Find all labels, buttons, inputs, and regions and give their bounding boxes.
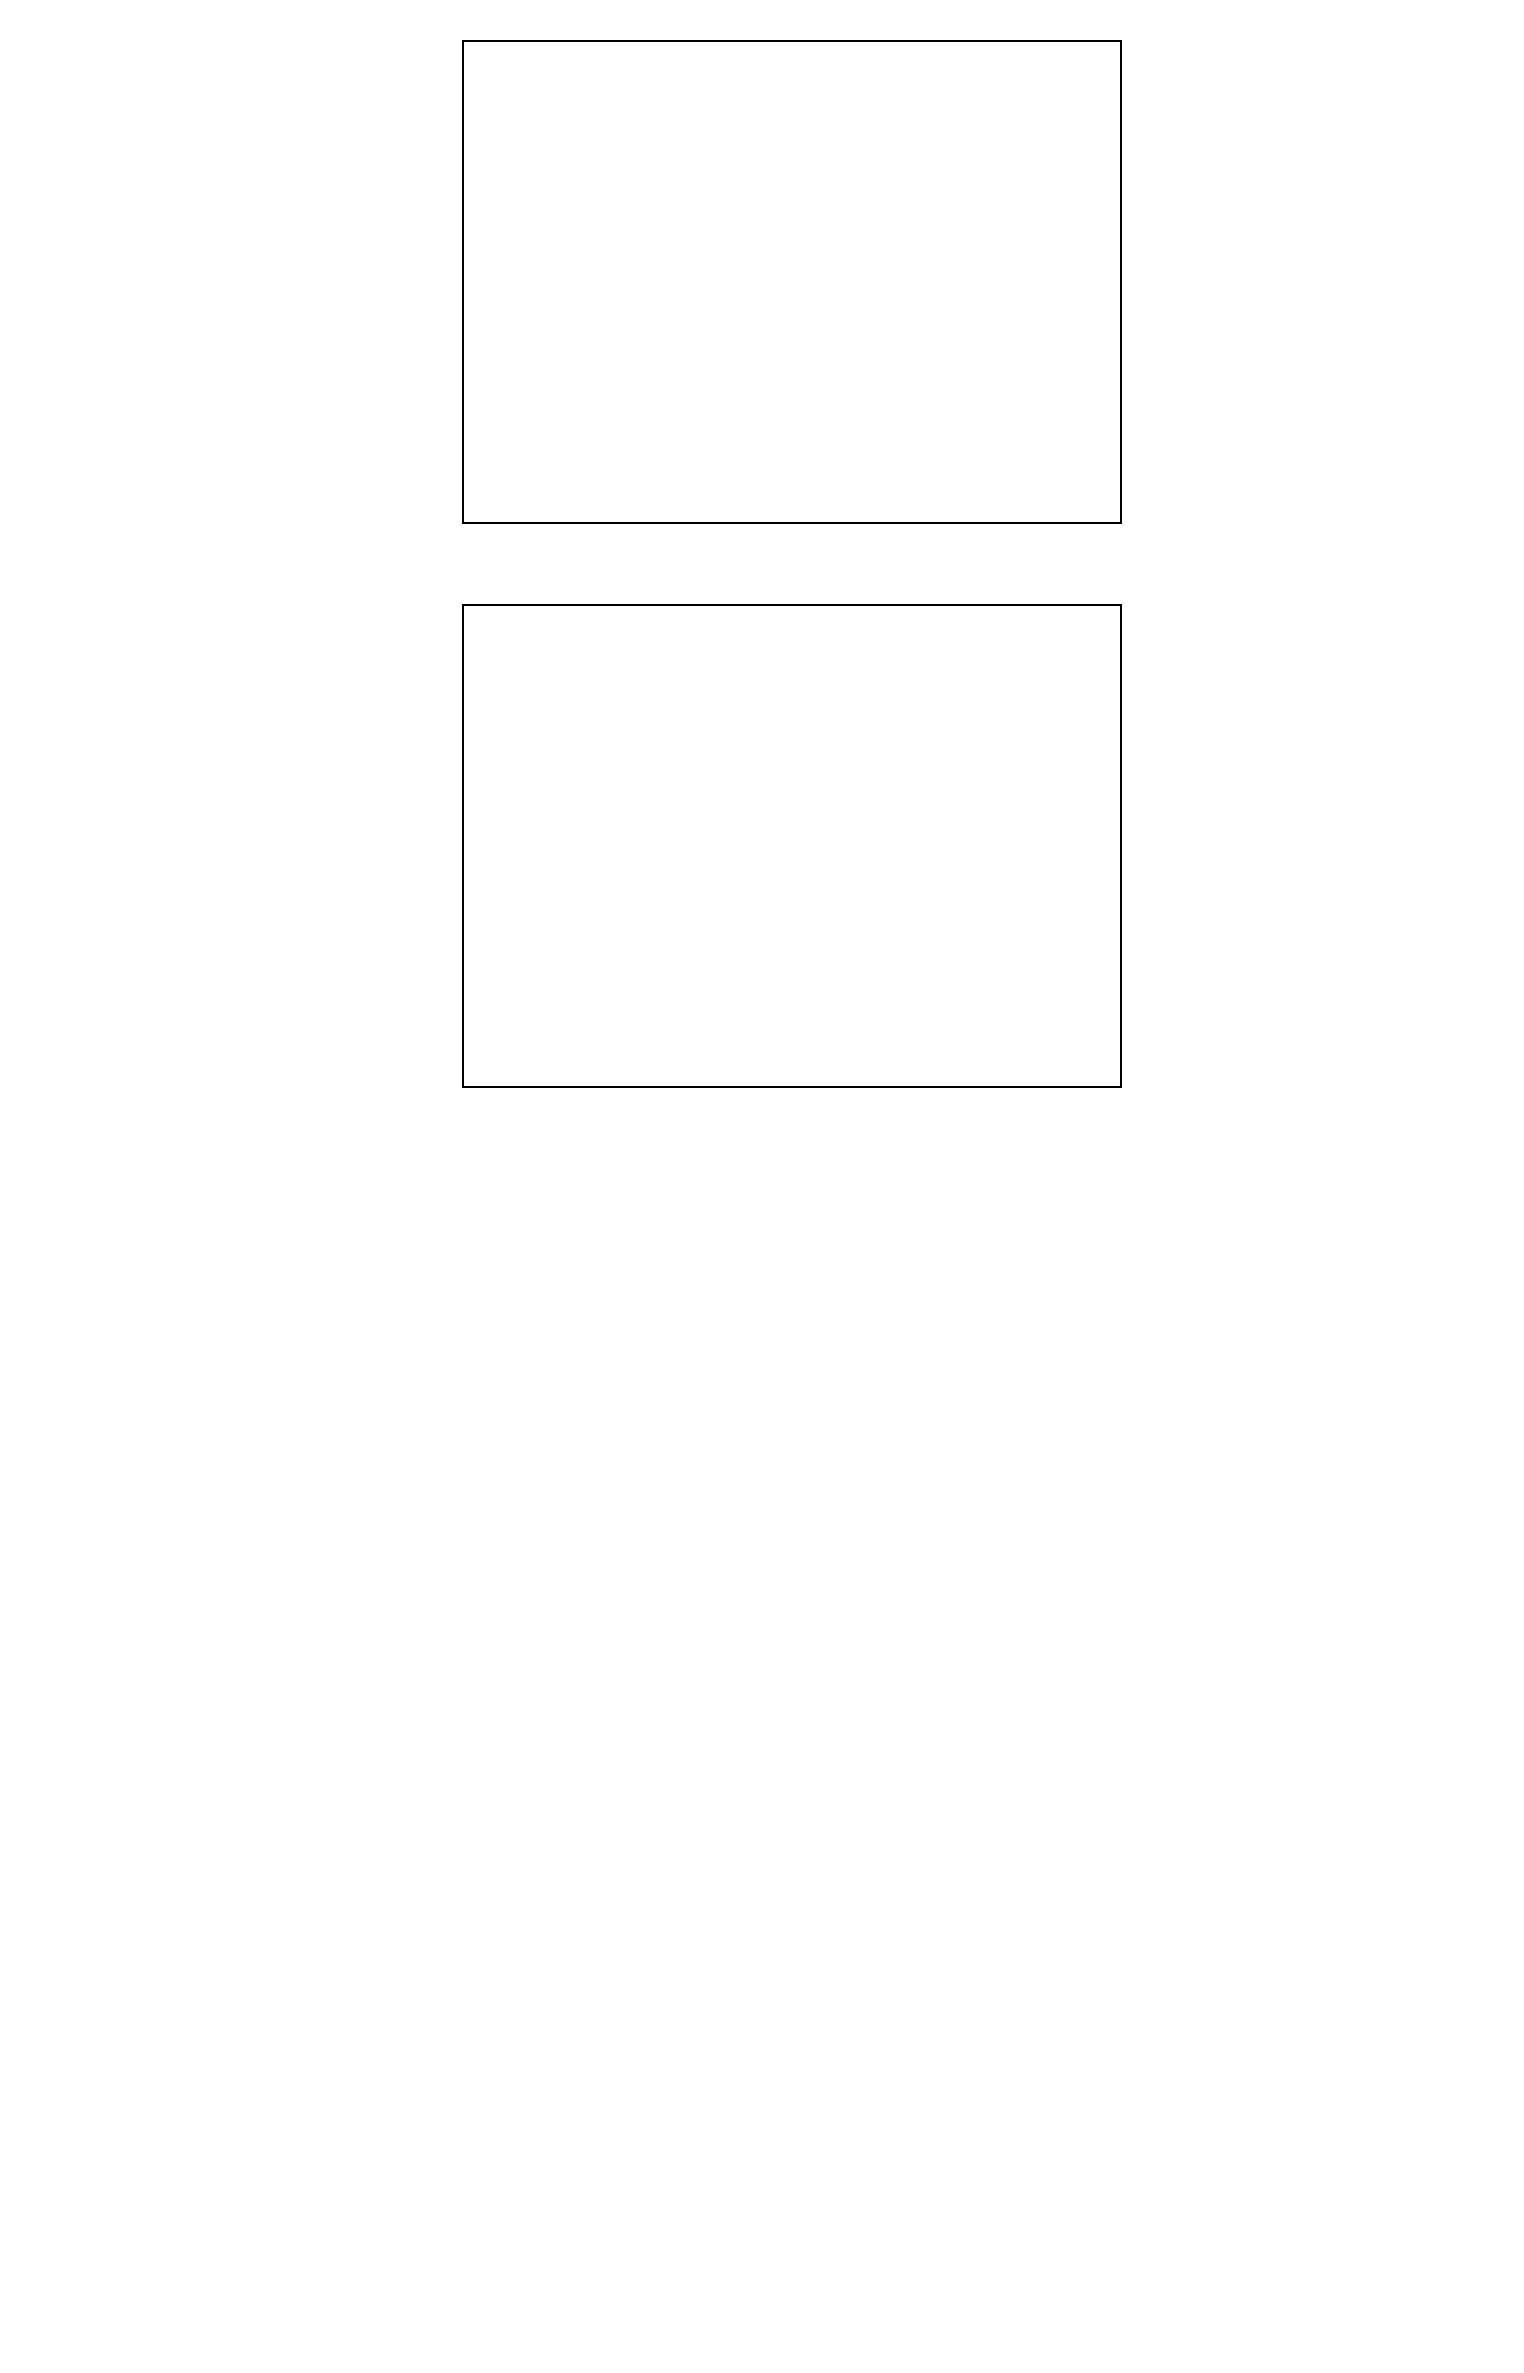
plot-area-2 [462,604,1122,1088]
xrd-spectrum-1 [464,42,1120,522]
x-axis-ticks [464,1090,1120,1114]
plot-area-1 [462,40,1122,524]
x-axis-ticks [464,526,1120,550]
figure-1 [402,40,1122,524]
figure-2 [402,604,1122,1088]
xrd-spectrum-2 [464,606,1120,1086]
